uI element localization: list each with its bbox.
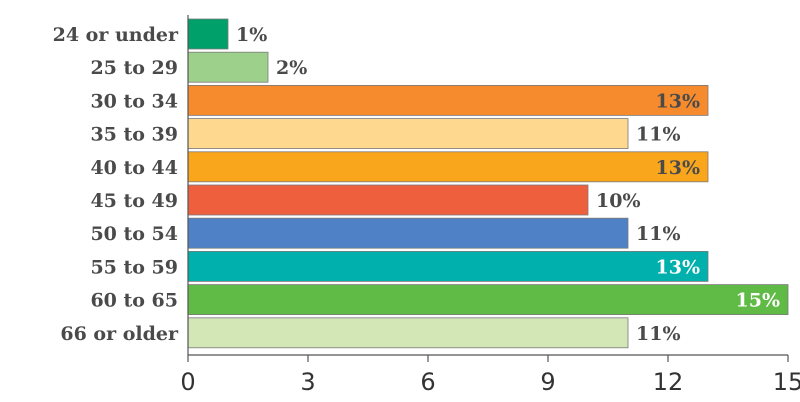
value-label-6: 11% — [636, 223, 681, 245]
value-label-2: 13% — [656, 90, 701, 112]
value-label-9: 11% — [636, 323, 681, 345]
category-label-3: 35 to 39 — [90, 124, 178, 146]
bar-7 — [187, 250, 709, 282]
category-label-6: 50 to 54 — [90, 223, 178, 245]
x-tick-label-2: 6 — [420, 368, 435, 396]
value-label-8: 15% — [736, 290, 781, 312]
category-label-1: 25 to 29 — [90, 57, 178, 79]
x-tick-label-0: 0 — [180, 368, 195, 396]
value-label-1: 2% — [276, 57, 307, 79]
value-label-0: 1% — [236, 24, 267, 46]
bar-4 — [187, 151, 709, 183]
value-labels: 1% 2% 13% 11% 13% 10% 11% 13% 15% 11% — [236, 24, 780, 345]
bar-1 — [187, 51, 269, 83]
category-label-2: 30 to 34 — [90, 90, 178, 112]
category-label-0: 24 or under — [53, 24, 179, 46]
category-label-7: 55 to 59 — [90, 256, 178, 278]
category-label-9: 66 or older — [60, 323, 179, 345]
category-label-5: 45 to 49 — [90, 190, 178, 212]
value-label-7: 13% — [656, 256, 701, 278]
x-tick-label-3: 9 — [540, 368, 555, 396]
bar-3 — [187, 118, 629, 149]
bar-6 — [187, 217, 629, 249]
category-label-8: 60 to 65 — [90, 290, 178, 312]
bars-layer — [187, 18, 789, 349]
x-tick-label-5: 15 — [773, 368, 800, 396]
x-tick-label-1: 3 — [300, 368, 315, 396]
bar-9 — [187, 317, 629, 349]
value-label-3: 11% — [636, 124, 681, 146]
value-label-5: 10% — [596, 190, 641, 212]
category-label-4: 40 to 44 — [90, 157, 178, 179]
bar-0 — [187, 18, 229, 50]
x-axis: 0 3 6 9 12 15 — [180, 15, 800, 396]
category-labels: 24 or under 25 to 29 30 to 34 35 to 39 40 to… — [53, 24, 179, 345]
bar-2 — [187, 85, 709, 116]
bar-5 — [187, 184, 589, 216]
bar-8 — [187, 284, 789, 316]
x-tick-label-4: 12 — [653, 368, 684, 396]
value-label-4: 13% — [656, 157, 701, 179]
